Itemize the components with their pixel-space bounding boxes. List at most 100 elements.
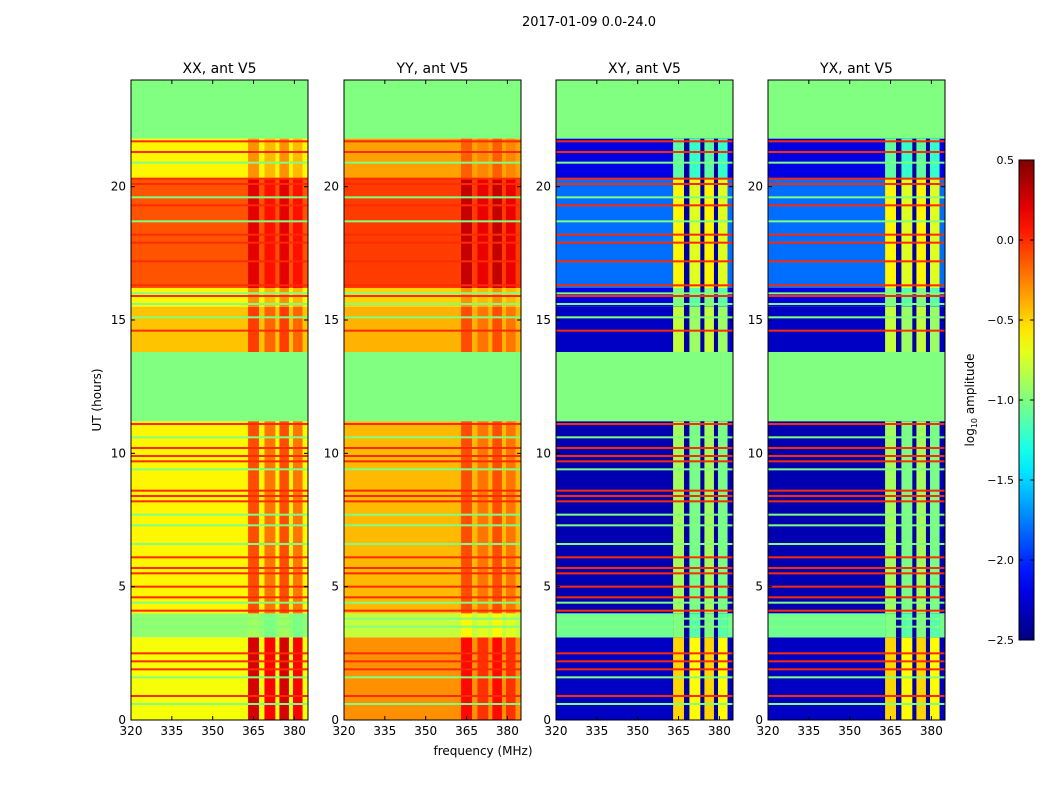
flag-line	[131, 524, 308, 527]
rfi-cell	[248, 178, 259, 288]
y-tick-label: 5	[331, 580, 339, 594]
x-axis-label: frequency (MHz)	[433, 744, 532, 758]
rfi-cell	[492, 306, 502, 352]
rfi-line	[556, 204, 733, 207]
rfi-line	[556, 260, 733, 263]
flag-line	[344, 617, 521, 620]
rfi-line	[344, 695, 521, 697]
rfi-line	[131, 489, 308, 492]
flag-line	[131, 513, 308, 516]
rfi-line	[556, 295, 733, 297]
rfi-line	[556, 177, 733, 180]
flag-line	[344, 220, 521, 223]
rfi-line	[344, 455, 521, 457]
rfi-line	[556, 556, 733, 559]
rfi-line	[768, 556, 945, 559]
rfi-cell	[293, 306, 303, 352]
rfi-line	[768, 500, 945, 503]
flag-line	[344, 524, 521, 527]
y-tick-label: 20	[111, 180, 126, 194]
rfi-cell	[279, 288, 289, 307]
rfi-cell	[930, 637, 940, 720]
rfi-line	[344, 660, 521, 663]
rfi-line	[131, 284, 308, 287]
flag-line	[131, 617, 308, 620]
rfi-line	[344, 233, 521, 236]
rfi-line	[556, 660, 733, 663]
rfi-line	[556, 423, 733, 425]
rfi-cell	[279, 637, 289, 720]
rfi-cell	[506, 288, 516, 307]
flag-line	[131, 676, 308, 679]
rfi-cell	[901, 138, 913, 179]
flagged-band	[768, 80, 945, 139]
flag-line	[768, 625, 945, 628]
rfi-cell	[704, 178, 714, 288]
rfi-line	[768, 660, 945, 663]
flag-line	[556, 524, 733, 527]
rfi-cell	[673, 288, 684, 307]
flag-line	[344, 625, 521, 628]
rfi-line	[768, 329, 945, 332]
colorbar-tick-label: 0.0	[997, 234, 1015, 247]
flag-line	[556, 161, 733, 164]
heatmap-band	[344, 613, 521, 638]
rfi-cell	[279, 138, 289, 179]
rfi-cell	[477, 288, 489, 307]
rfi-line	[131, 177, 308, 180]
rfi-line	[131, 447, 308, 449]
x-tick-label: 320	[120, 724, 143, 738]
flag-line	[556, 303, 733, 305]
rfi-line	[344, 295, 521, 297]
rfi-cell	[718, 138, 728, 179]
rfi-cell	[673, 178, 684, 288]
flag-line	[556, 436, 733, 439]
rfi-line	[344, 284, 521, 287]
flag-line	[556, 316, 733, 319]
rfi-line	[556, 500, 733, 503]
rfi-line	[131, 260, 308, 263]
rfi-cell	[293, 637, 303, 720]
rfi-cell	[477, 138, 489, 179]
rfi-cell	[506, 613, 516, 638]
rfi-line	[131, 183, 308, 185]
rfi-line	[768, 260, 945, 263]
rfi-line	[768, 460, 945, 463]
heatmap-band	[131, 637, 308, 720]
rfi-cell	[916, 421, 926, 614]
flag-line	[344, 316, 521, 319]
x-tick-label: 365	[242, 724, 265, 738]
rfi-line	[344, 585, 521, 588]
axes-frame	[130, 79, 309, 721]
rfi-cell	[673, 421, 684, 614]
flag-line	[556, 625, 733, 628]
rfi-cell	[461, 613, 472, 638]
flag-line	[344, 676, 521, 679]
rfi-line	[131, 295, 308, 297]
rfi-cell	[673, 637, 684, 720]
heatmap-band	[131, 138, 308, 179]
panel-yy: YY, ant V5 320 335 350 365 380 0 5 10 15 20	[324, 61, 522, 738]
flag-line	[131, 196, 308, 199]
rfi-cell	[279, 306, 289, 352]
y-tick-label: 15	[324, 313, 339, 327]
rfi-line	[768, 455, 945, 457]
flagged-band	[131, 352, 308, 422]
heatmap-band	[344, 138, 521, 179]
y-tick-label: 5	[118, 580, 126, 594]
rfi-cell	[689, 306, 701, 352]
rfi-line	[131, 660, 308, 663]
rfi-cell	[477, 613, 489, 638]
rfi-cell	[718, 421, 728, 614]
heatmap-band	[344, 421, 521, 614]
rfi-line	[768, 668, 945, 671]
rfi-line	[344, 489, 521, 492]
rfi-line	[131, 204, 308, 207]
y-tick-label: 15	[111, 313, 126, 327]
rfi-cell	[248, 288, 259, 307]
rfi-cell	[930, 613, 940, 638]
flag-line	[344, 703, 521, 705]
colorbar-tick-label: −0.5	[987, 314, 1014, 327]
rfi-cell	[248, 306, 259, 352]
flag-line	[131, 436, 308, 439]
